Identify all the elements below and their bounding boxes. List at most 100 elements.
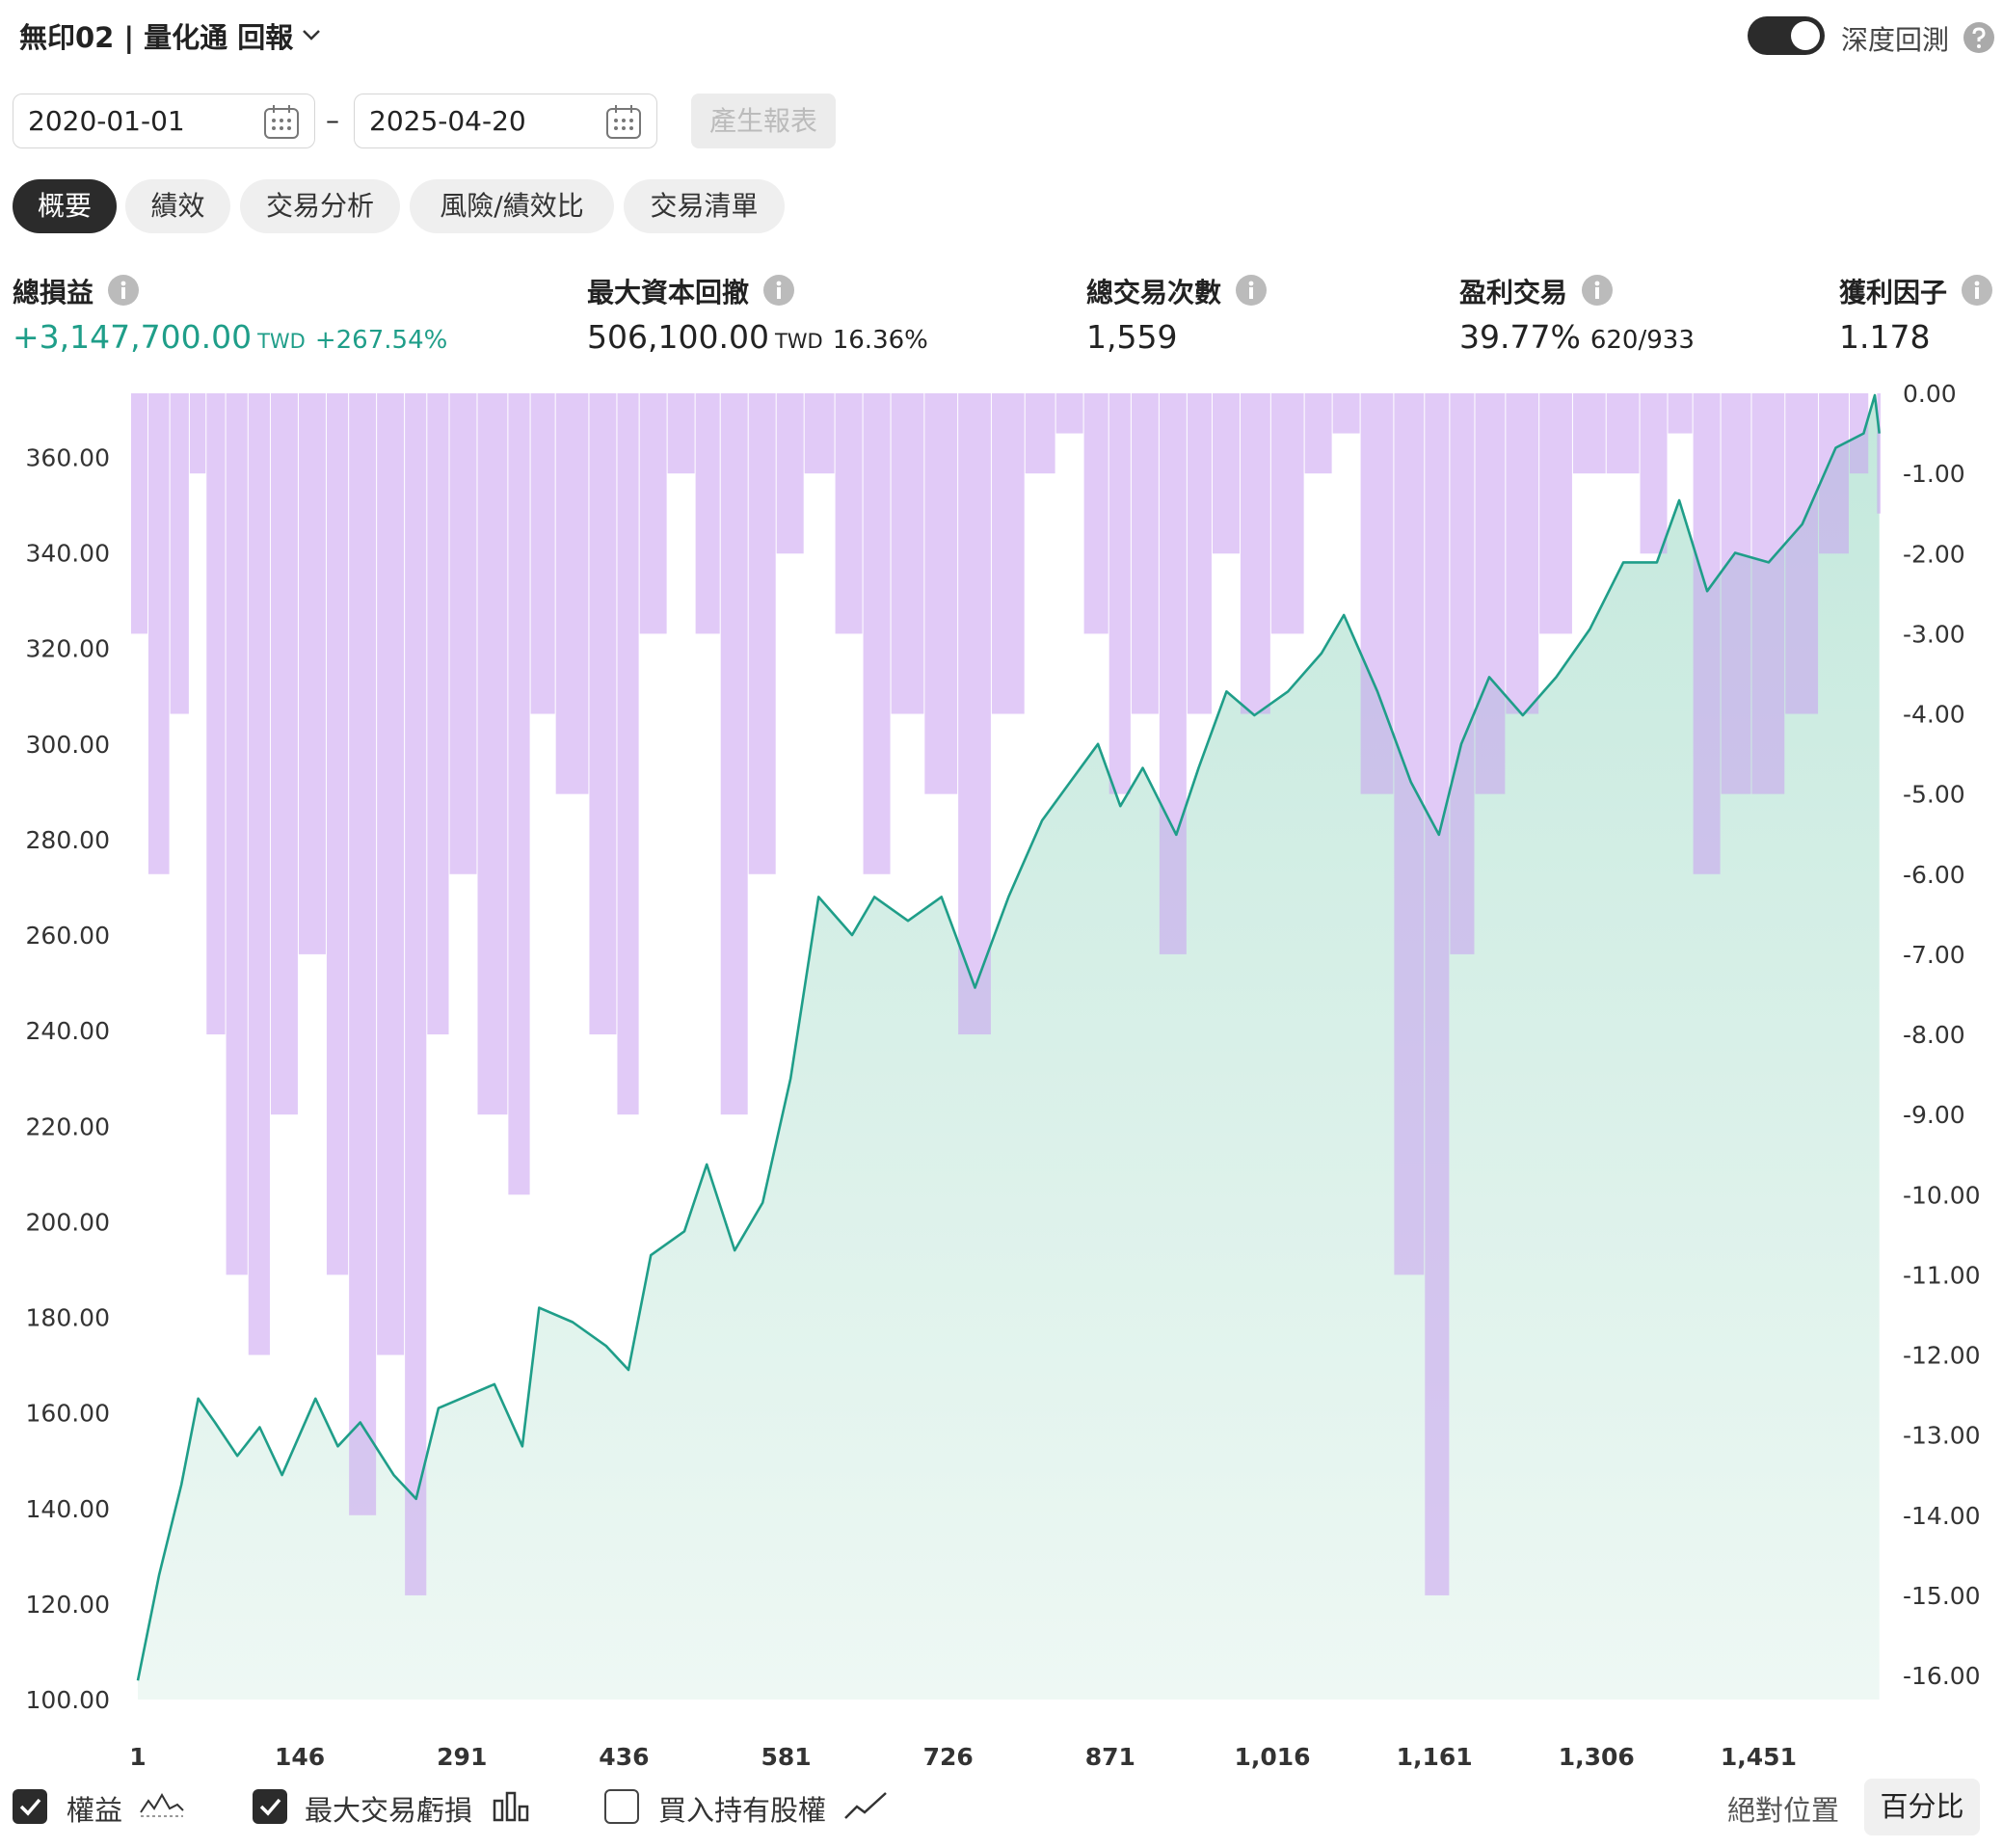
checkbox[interactable] xyxy=(253,1789,287,1824)
toggle[interactable] xyxy=(1748,16,1825,55)
drawdown-bar xyxy=(1606,393,1640,474)
stat-value-row: 39.77% 620/933 xyxy=(1459,318,1695,356)
report-title: 無印02 | 量化通 回報 xyxy=(19,21,294,54)
tab[interactable]: 交易清單 xyxy=(624,179,785,233)
drawdown-bar xyxy=(508,393,530,1195)
help-icon[interactable] xyxy=(1963,21,1995,54)
y2-tick-label: -5.00 xyxy=(1903,781,1965,809)
drawdown-bar xyxy=(924,393,958,794)
tab[interactable]: 交易分析 xyxy=(240,179,400,233)
y-tick-label: 300.00 xyxy=(26,731,110,759)
x-tick-label: 871 xyxy=(1085,1743,1135,1771)
y-tick-label: 320.00 xyxy=(26,635,110,663)
y-tick-label: 180.00 xyxy=(26,1304,110,1332)
drawdown-bar xyxy=(748,393,776,874)
dropdown-caret[interactable] xyxy=(301,27,322,42)
x-tick-label: 436 xyxy=(599,1743,649,1771)
drawdown-bar xyxy=(776,393,804,554)
legend-label: 權益 xyxy=(67,1794,123,1827)
drawdown-bar xyxy=(427,393,449,1035)
stat-value: +3,147,700.00 xyxy=(13,318,253,356)
drawdown-bar xyxy=(804,393,835,474)
y-tick-label: 360.00 xyxy=(26,443,110,471)
checkbox[interactable] xyxy=(13,1789,47,1824)
x-tick-label: 146 xyxy=(275,1743,325,1771)
mode-option[interactable]: 絕對位置 xyxy=(1727,1794,1840,1827)
info-icon[interactable] xyxy=(1235,274,1268,307)
legend-label: 最大交易虧損 xyxy=(305,1794,473,1827)
drawdown-bar xyxy=(1212,393,1240,554)
stat-label: 最大資本回撤 xyxy=(587,277,750,308)
drawdown-bar xyxy=(1475,393,1506,794)
drawdown-bar xyxy=(405,393,427,1595)
drawdown-bar xyxy=(1270,393,1304,634)
drawdown-bar xyxy=(189,393,206,474)
drawdown-bar xyxy=(1240,393,1270,714)
y-tick-label: 240.00 xyxy=(26,1017,110,1045)
drawdown-bar xyxy=(1640,393,1668,554)
drawdown-bar xyxy=(349,393,377,1515)
drawdown-bar xyxy=(170,393,189,714)
checkbox[interactable] xyxy=(604,1789,639,1824)
stat-value-row: 1,559 xyxy=(1086,318,1177,356)
y2-tick-label: -12.00 xyxy=(1903,1342,1981,1370)
y2-tick-label: -3.00 xyxy=(1903,620,1965,648)
drawdown-bar xyxy=(1849,393,1869,474)
drawdown-bar xyxy=(1572,393,1606,474)
start-date-input[interactable]: 2020-01-01 xyxy=(13,94,315,148)
stat-value-row: 1.178 xyxy=(1839,318,1930,356)
generate-button[interactable]: 產生報表 xyxy=(691,94,836,148)
info-icon[interactable] xyxy=(762,274,795,307)
tab[interactable]: 風險/績效比 xyxy=(410,179,614,233)
tab[interactable]: 績效 xyxy=(125,179,230,233)
drawdown-bar xyxy=(1785,393,1819,714)
info-icon[interactable] xyxy=(1961,274,1993,307)
drawdown-bar xyxy=(147,393,170,874)
check-mark xyxy=(259,1798,281,1816)
drawdown-bar xyxy=(449,393,477,874)
y-tick-label: 120.00 xyxy=(26,1591,110,1619)
y-tick-label: 260.00 xyxy=(26,922,110,950)
stat-extra: 16.36% xyxy=(832,326,928,355)
drawdown-bar xyxy=(248,393,270,1355)
info-icon[interactable] xyxy=(107,274,140,307)
drawdown-bar xyxy=(1360,393,1394,794)
y2-tick-label: -9.00 xyxy=(1903,1101,1965,1129)
end-date: 2025-04-20 xyxy=(369,105,526,137)
drawdown-bar xyxy=(1187,393,1212,714)
x-tick-label: 1,161 xyxy=(1397,1743,1473,1771)
info-icon[interactable] xyxy=(1581,274,1614,307)
y2-tick-label: -2.00 xyxy=(1903,540,1965,568)
y-tick-label: 340.00 xyxy=(26,540,110,568)
drawdown-bar xyxy=(1108,393,1131,794)
drawdown-bar xyxy=(298,393,326,954)
tab[interactable]: 概要 xyxy=(13,179,117,233)
drawdown-bar xyxy=(891,393,924,714)
stat-value-row: 506,100.00 TWD 16.36% xyxy=(587,318,928,356)
drawdown-bar xyxy=(1304,393,1332,474)
end-date-input[interactable]: 2025-04-20 xyxy=(354,94,657,148)
stat-extra: +267.54% xyxy=(314,326,448,355)
drawdown-bar xyxy=(1450,393,1475,954)
drawdown-bar xyxy=(958,393,991,1035)
mode-option-selected[interactable]: 百分比 xyxy=(1864,1779,1980,1835)
drawdown-bar xyxy=(206,393,226,1035)
drawdown-bar xyxy=(555,393,589,794)
x-tick-label: 1 xyxy=(129,1743,146,1771)
drawdown-bar xyxy=(1159,393,1187,954)
y2-tick-label: -6.00 xyxy=(1903,861,1965,889)
drawdown-bar xyxy=(695,393,720,634)
drawdown-bar xyxy=(270,393,298,1115)
y2-tick-label: -10.00 xyxy=(1903,1181,1981,1209)
drawdown-bar xyxy=(1025,393,1055,474)
y2-tick-label: 0.00 xyxy=(1903,380,1957,408)
stat-value: 506,100.00 xyxy=(587,318,769,356)
stat-label: 總損益 xyxy=(13,277,94,308)
drawdown-bar xyxy=(589,393,617,1035)
legend-icon xyxy=(140,1792,184,1817)
drawdown-bar xyxy=(1394,393,1425,1275)
drawdown-bar xyxy=(1693,393,1721,874)
date-separator: – xyxy=(326,104,339,136)
drawdown-bar xyxy=(991,393,1025,714)
stat-value: 39.77% xyxy=(1459,318,1581,356)
